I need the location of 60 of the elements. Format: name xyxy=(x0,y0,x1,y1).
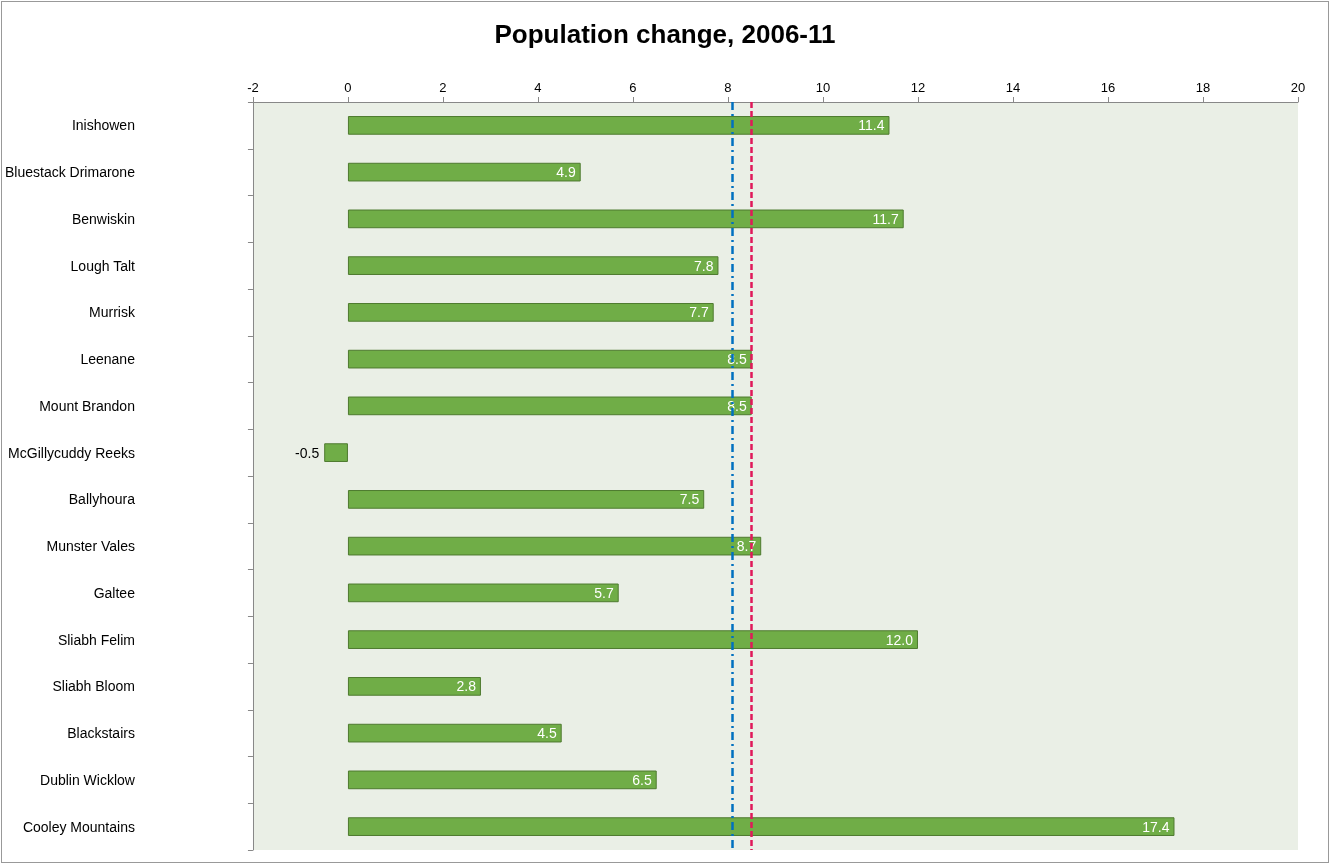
bar xyxy=(347,723,562,743)
data-label: 11.4 xyxy=(858,117,885,134)
chart-title: Population change, 2006-11 xyxy=(494,19,836,49)
bar xyxy=(347,349,752,369)
bar xyxy=(347,209,904,229)
x-tick-label: 2 xyxy=(439,80,447,95)
x-tick-label: 14 xyxy=(1005,80,1021,95)
y-tick-label: Galtee xyxy=(93,584,136,601)
y-tick-label: Benwiskin xyxy=(71,210,135,227)
x-tick-label: 6 xyxy=(629,80,637,95)
x-tick-label: 12 xyxy=(910,80,926,95)
y-tick-label: Sliabh Felim xyxy=(57,631,135,648)
y-tick-label: McGillycuddy Reeks xyxy=(8,444,135,461)
data-label: 7.5 xyxy=(679,491,700,508)
bar xyxy=(347,630,918,649)
y-tick-label: Mount Brandon xyxy=(39,397,135,414)
x-tick-label: 8 xyxy=(724,80,732,95)
y-tick-label: Murrisk xyxy=(89,304,136,321)
data-label: 4.9 xyxy=(556,164,576,181)
y-tick-label: Leenane xyxy=(80,351,136,368)
x-tick-label: 4 xyxy=(534,80,542,95)
y-tick-label: Inishowen xyxy=(71,117,135,134)
bar xyxy=(347,396,752,416)
data-label: 2.8 xyxy=(456,678,477,695)
bar xyxy=(347,116,890,135)
y-tick-label: Blackstairs xyxy=(67,725,135,742)
y-tick-label: Cooley Mountains xyxy=(22,818,135,835)
x-tick-label: -2 xyxy=(247,80,259,95)
x-tick-label: 0 xyxy=(344,80,352,95)
data-label: 17.4 xyxy=(1142,818,1170,835)
bar xyxy=(347,490,705,509)
data-label: 7.7 xyxy=(689,304,709,321)
bar xyxy=(347,162,581,182)
bar xyxy=(347,536,762,556)
data-label: 4.5 xyxy=(537,725,557,742)
bar xyxy=(347,677,481,696)
data-label: -0.5 xyxy=(295,444,320,461)
data-label: 8.7 xyxy=(736,538,757,555)
x-tick-label: 16 xyxy=(1100,80,1116,95)
data-label: 8.5 xyxy=(727,397,747,414)
bar xyxy=(347,817,1175,836)
bar xyxy=(324,443,348,462)
bar xyxy=(347,770,657,790)
bar xyxy=(347,583,619,603)
x-tick-label: 20 xyxy=(1290,80,1306,95)
x-tick-label: 10 xyxy=(815,80,831,95)
y-tick-label: Ballyhoura xyxy=(68,491,136,508)
bar xyxy=(347,256,719,275)
y-tick-label: Lough Talt xyxy=(70,257,136,274)
bar xyxy=(347,303,714,322)
data-label: 6.5 xyxy=(632,771,652,788)
x-tick-label: 18 xyxy=(1195,80,1211,95)
y-tick-label: Bluestack Drimarone xyxy=(5,164,136,181)
data-label: 11.7 xyxy=(872,210,899,227)
y-tick-label: Sliabh Bloom xyxy=(52,678,135,695)
data-label: 5.7 xyxy=(594,584,614,601)
data-label: 7.8 xyxy=(694,257,714,274)
y-tick-label: Munster Vales xyxy=(46,538,135,555)
data-label: 12.0 xyxy=(885,631,914,648)
y-tick-label: Dublin Wicklow xyxy=(40,771,136,788)
